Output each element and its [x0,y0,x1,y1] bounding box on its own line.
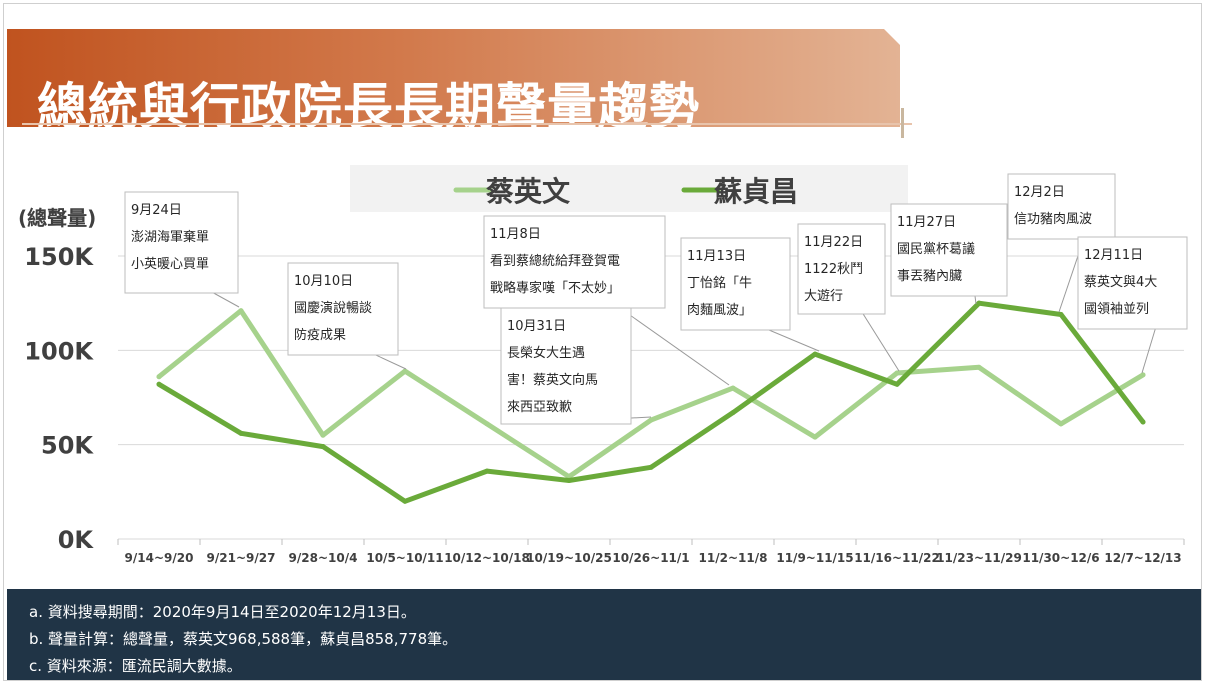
title-underline [22,123,912,125]
x-tick-label: 10/12~10/18 [444,551,530,565]
x-tick-label: 10/5~10/11 [366,551,443,565]
data-point-s1 [894,370,900,376]
annotation-box [124,191,239,294]
annotation-box [1077,236,1188,330]
annotation-leader [614,303,730,386]
annotation-box [500,307,632,425]
data-point-s2 [402,498,408,504]
y-tick-label: 100K [24,337,94,365]
annotation-box [483,215,666,309]
data-point-s2 [156,381,162,387]
annotation-text: 防疫成果 [294,327,346,343]
x-tick-label: 10/19~10/25 [526,551,612,565]
x-tick-label: 11/23~11/29 [936,551,1022,565]
annotation-box [1007,173,1116,240]
annotation-text: 小英暖心買單 [131,257,209,272]
x-tick-label: 11/16~11/22 [854,551,940,565]
slide: 總統與行政院長長期聲量趨勢 0K 50K 100K 150K (總聲量) 9/14~9/2… [3,3,1202,681]
annotation-text: 國領袖並列 [1084,301,1149,317]
annotation-text: 長榮女大生遇 [507,345,585,361]
footer-note-b: b. 聲量計算：總聲量，蔡英文968,588筆，蘇貞昌858,778筆。 [29,630,458,648]
annotation-box [287,262,399,356]
y-axis-label: (總聲量) [18,206,96,230]
annotation-leader [1141,324,1157,374]
data-point-s2 [1140,419,1146,425]
data-point-s2 [648,464,654,470]
annotation-text: 肉麵風波」 [687,303,752,318]
data-point-s2 [976,300,982,306]
data-point-s2 [484,468,490,474]
data-point-s2 [320,444,326,450]
annotation-text: 1122秋鬥 [804,262,863,277]
footer-note-a: a. 資料搜尋期間：2020年9月14日至2020年12月13日。 [29,603,416,621]
data-point-s2 [1058,311,1064,317]
annotation-text: 國民黨杯葛議 [897,242,975,257]
y-tick-label: 50K [41,432,94,460]
x-tick-label: 12/7~12/13 [1104,551,1181,565]
y-tick-label: 0K [58,526,95,554]
y-tick-label: 150K [24,243,94,271]
annotation-text: 11月8日 [490,227,541,242]
annotation-text: 10月10日 [294,274,353,289]
data-point-s2 [730,410,736,416]
data-point-s1 [1140,372,1146,378]
annotation-box [890,203,1008,297]
annotation-text: 國慶演說暢談 [294,300,372,316]
data-point-s1 [320,432,326,438]
x-tick-label: 11/2~11/8 [699,551,768,565]
title-divider-mark [901,108,904,138]
annotation-text: 9月24日 [131,203,182,218]
data-point-s2 [812,351,818,357]
annotation-text: 12月11日 [1084,248,1143,263]
annotation-text: 事丟豬內臟 [897,269,962,284]
annotation-text: 看到蔡總統給拜登賀電 [490,253,620,269]
annotation-leader [860,309,900,372]
x-tick-label: 9/14~9/20 [125,551,194,565]
annotation-text: 澎湖海軍棄單 [131,230,209,245]
data-point-s1 [484,421,490,427]
data-point-s1 [1058,421,1064,427]
annotation-text: 11月22日 [804,235,863,250]
data-point-s2 [894,381,900,387]
page-title: 總統與行政院長長期聲量趨勢 [37,78,700,136]
data-point-s2 [566,478,572,484]
line-chart: 0K 50K 100K 150K (總聲量) 9/14~9/20 9/21~9/27 9/28… [18,165,1188,565]
x-tick-label: 9/21~9/27 [207,551,276,565]
annotation-text: 12月2日 [1014,185,1065,200]
data-point-s1 [648,417,654,423]
title-banner: 總統與行政院長長期聲量趨勢 [7,29,900,127]
footer-notes: a. 資料搜尋期間：2020年9月14日至2020年12月13日。 b. 聲量計… [7,589,1201,680]
legend-label-2: 蘇貞昌 [714,175,798,208]
annotation-box [797,223,886,315]
annotation-text: 蔡英文與4大 [1084,275,1157,290]
data-point-s1 [730,385,736,391]
data-point-s1 [156,374,162,380]
annotation-text: 10月31日 [507,319,566,334]
data-point-s1 [976,364,982,370]
annotation-text: 11月13日 [687,249,746,264]
annotation-text: 信功豬肉風波 [1014,212,1092,227]
annotation-text: 戰略專家嘆「不太妙」 [490,280,620,296]
x-tick-label: 11/30~12/6 [1022,551,1099,565]
x-tick-label: 9/28~10/4 [289,551,358,565]
annotation-box [680,237,791,331]
footer-note-c: c. 資料來源：匯流民調大數據。 [29,657,242,675]
data-point-s1 [402,368,408,374]
data-point-s2 [238,430,244,436]
annotation-text: 11月27日 [897,215,956,230]
legend-box [350,165,908,212]
data-point-s1 [238,308,244,314]
x-tick-label: 10/26~11/1 [612,551,689,565]
legend-label-1: 蔡英文 [486,175,570,208]
x-tick-label: 11/9~11/15 [776,551,853,565]
annotation-text: 害！蔡英文向馬 [507,372,598,388]
data-point-s1 [812,434,818,440]
annotation-text: 丁怡銘「牛 [687,276,752,291]
annotation-text: 來西亞致歉 [507,400,572,415]
annotation-text: 大遊行 [804,289,843,304]
